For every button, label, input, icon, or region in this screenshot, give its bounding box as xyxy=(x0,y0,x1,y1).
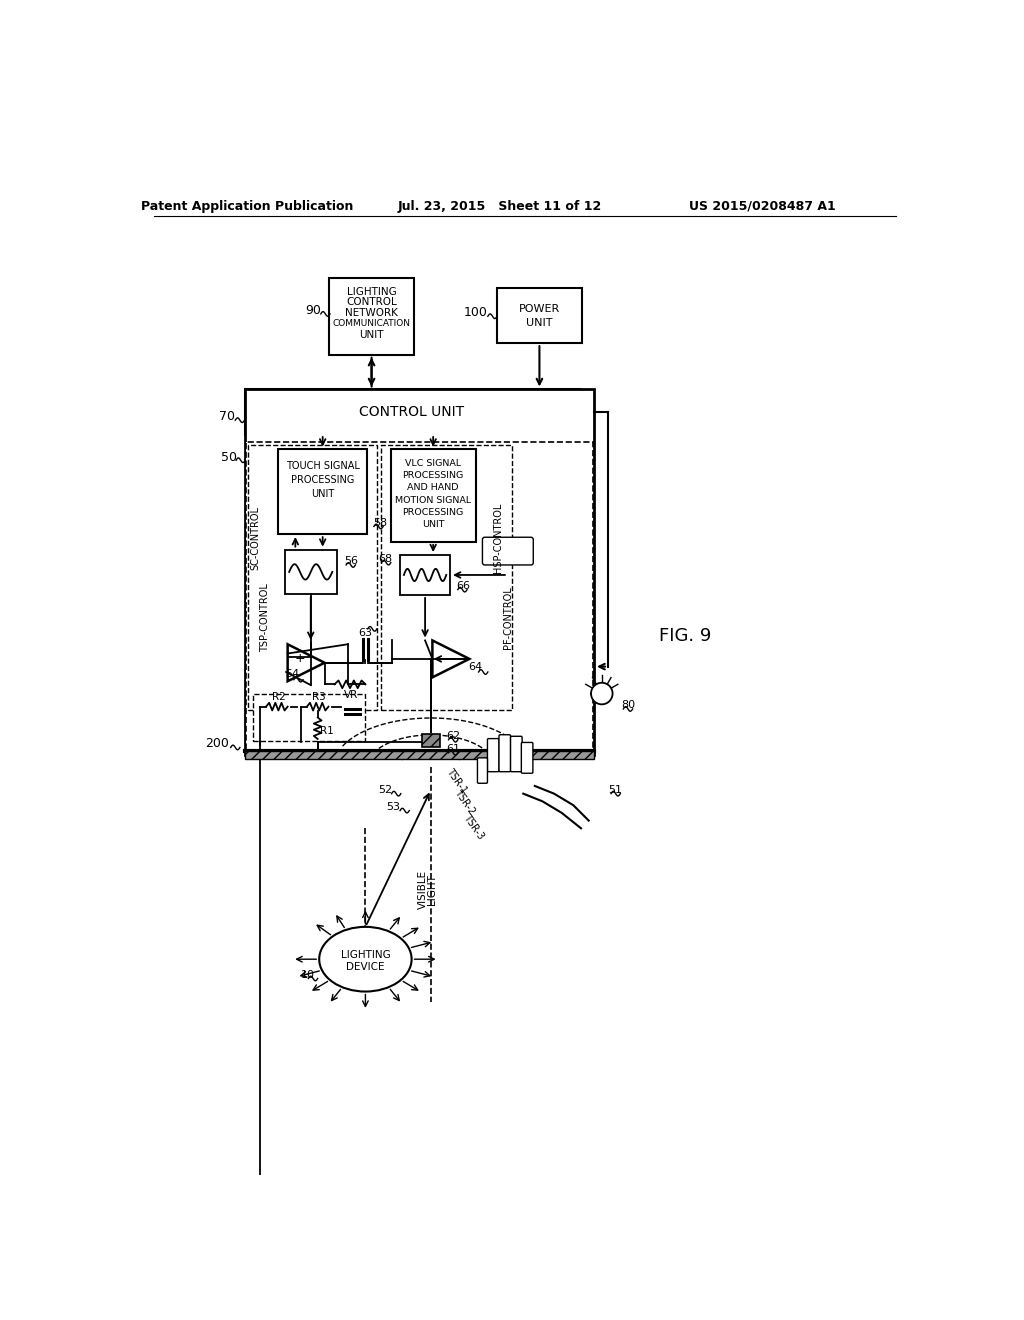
Text: Jul. 23, 2015   Sheet 11 of 12: Jul. 23, 2015 Sheet 11 of 12 xyxy=(398,199,602,213)
Text: LIGHT: LIGHT xyxy=(427,874,437,906)
FancyBboxPatch shape xyxy=(499,735,511,772)
Text: 68: 68 xyxy=(378,554,392,564)
Text: DEVICE: DEVICE xyxy=(346,962,385,972)
Text: 66: 66 xyxy=(457,581,470,591)
Bar xyxy=(245,751,594,759)
Text: CONTROL UNIT: CONTROL UNIT xyxy=(359,405,464,418)
FancyBboxPatch shape xyxy=(477,758,487,783)
Text: PF-CONTROL: PF-CONTROL xyxy=(503,586,513,649)
Text: PROCESSING: PROCESSING xyxy=(402,471,464,480)
FancyBboxPatch shape xyxy=(487,739,499,772)
Text: 10: 10 xyxy=(301,970,314,979)
Text: +: + xyxy=(295,652,305,665)
Ellipse shape xyxy=(319,927,412,991)
Text: R2: R2 xyxy=(271,692,286,702)
Text: 51: 51 xyxy=(608,785,622,795)
Text: CONTROL: CONTROL xyxy=(346,297,397,308)
Text: COMMUNICATION: COMMUNICATION xyxy=(333,319,411,329)
FancyBboxPatch shape xyxy=(521,742,532,774)
Text: FIG. 9: FIG. 9 xyxy=(658,627,711,644)
Text: VISIBLE: VISIBLE xyxy=(418,870,428,909)
Text: R3: R3 xyxy=(312,692,326,702)
Bar xyxy=(285,549,337,594)
Text: UNIT: UNIT xyxy=(526,318,553,329)
Text: UNIT: UNIT xyxy=(311,490,334,499)
Text: 61: 61 xyxy=(446,744,460,754)
Text: SC-CONTROL: SC-CONTROL xyxy=(250,506,260,570)
Text: LIGHTING: LIGHTING xyxy=(347,286,396,297)
Text: 58: 58 xyxy=(373,517,387,528)
Text: LIGHTING: LIGHTING xyxy=(341,950,390,961)
Text: AND HAND: AND HAND xyxy=(408,483,459,492)
FancyBboxPatch shape xyxy=(482,537,534,565)
Text: 53: 53 xyxy=(386,801,400,812)
Text: TSR-1: TSR-1 xyxy=(444,766,469,795)
Text: 90: 90 xyxy=(305,304,322,317)
Text: VR: VR xyxy=(344,690,358,700)
Text: 56: 56 xyxy=(345,556,358,566)
Text: 62: 62 xyxy=(446,731,461,741)
Text: NETWORK: NETWORK xyxy=(345,308,398,318)
Bar xyxy=(330,277,414,355)
Bar xyxy=(497,288,582,343)
Text: 52: 52 xyxy=(378,785,392,795)
Text: 54: 54 xyxy=(286,669,299,680)
Bar xyxy=(245,389,594,755)
Text: UNIT: UNIT xyxy=(359,330,384,339)
Text: PROCESSING: PROCESSING xyxy=(291,475,354,486)
Text: 64: 64 xyxy=(468,661,482,672)
Bar xyxy=(279,449,367,535)
Text: US 2015/0208487 A1: US 2015/0208487 A1 xyxy=(688,199,836,213)
Bar xyxy=(422,734,440,747)
Text: UNIT: UNIT xyxy=(422,520,444,529)
Text: 200: 200 xyxy=(205,737,229,750)
Text: 70: 70 xyxy=(219,409,236,422)
Text: TSP-CONTROL: TSP-CONTROL xyxy=(260,583,270,652)
Text: 100: 100 xyxy=(464,306,487,319)
Text: MOTION SIGNAL: MOTION SIGNAL xyxy=(395,496,471,504)
Text: VLC SIGNAL: VLC SIGNAL xyxy=(406,459,461,467)
Text: 50: 50 xyxy=(221,450,237,463)
Bar xyxy=(253,693,365,742)
Bar xyxy=(245,389,579,434)
Text: Patent Application Publication: Patent Application Publication xyxy=(141,199,353,213)
Text: R1: R1 xyxy=(321,726,334,735)
Text: PROCESSING: PROCESSING xyxy=(402,508,464,517)
Bar xyxy=(248,445,377,710)
Text: 63: 63 xyxy=(358,628,373,638)
Text: POWER: POWER xyxy=(519,305,560,314)
Text: TSR-3: TSR-3 xyxy=(462,812,486,841)
Circle shape xyxy=(591,682,612,705)
Text: TOUCH SIGNAL: TOUCH SIGNAL xyxy=(286,462,359,471)
Bar xyxy=(400,554,451,595)
Bar xyxy=(381,445,512,710)
FancyBboxPatch shape xyxy=(511,737,522,772)
Text: 80: 80 xyxy=(621,700,635,710)
Bar xyxy=(246,442,593,754)
Bar xyxy=(391,450,475,543)
Text: TSR-2: TSR-2 xyxy=(453,787,477,816)
Text: HSP-CONTROL: HSP-CONTROL xyxy=(493,503,503,573)
